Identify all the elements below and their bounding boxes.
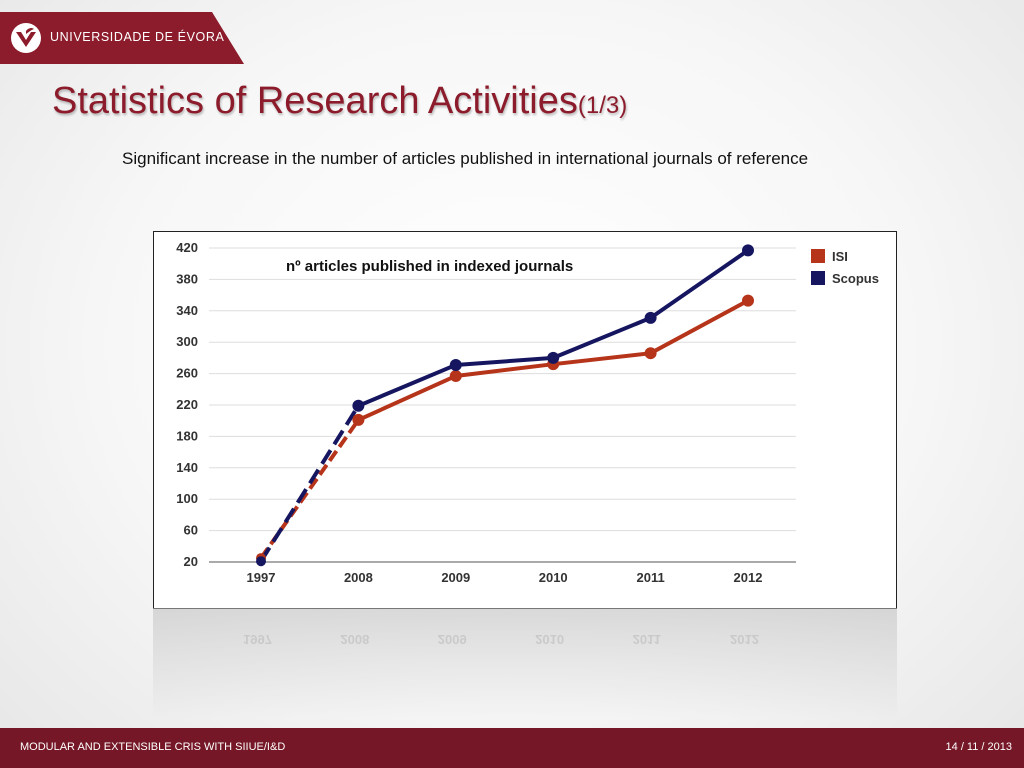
data-point-scopus	[256, 556, 266, 567]
data-point-scopus	[644, 311, 657, 324]
x-tick-label: 2008	[344, 570, 373, 585]
x-tick-label: 2012	[734, 570, 763, 585]
data-point-isi	[742, 294, 754, 307]
page-title: Statistics of Research Activities(1/3)	[52, 80, 627, 123]
page-title-text: Statistics of Research Activities	[52, 80, 578, 122]
y-tick-label: 380	[176, 271, 198, 286]
reflection-x-label: 2010	[535, 632, 565, 647]
chart-canvas: 20 60 100 140 180 220 260 300 340 380 420 1997 2008 2…	[176, 240, 879, 585]
data-point-isi	[352, 413, 365, 426]
x-tick-label: 2009	[441, 570, 470, 585]
y-tick-label: 100	[176, 491, 198, 506]
reflection-x-label: 2011	[632, 632, 661, 647]
data-point-isi	[644, 347, 657, 360]
university-emblem-icon	[11, 23, 41, 53]
y-tick-label: 260	[176, 366, 198, 381]
y-tick-label: 420	[176, 240, 198, 255]
reflection-labels: 1997 2008 2009 2010 2011 2012	[153, 632, 897, 652]
data-point-scopus	[547, 351, 560, 364]
reflection-x-label: 2012	[730, 632, 759, 647]
data-point-isi	[449, 369, 462, 382]
data-point-scopus	[352, 399, 365, 412]
x-tick-label: 2010	[539, 570, 568, 585]
x-tick-label: 1997	[247, 570, 276, 585]
data-point-scopus	[742, 244, 754, 257]
slide-subtitle: Significant increase in the number of ar…	[122, 149, 809, 168]
reflection-x-label: 2008	[340, 632, 370, 647]
footer-presentation-title: MODULAR AND EXTENSIBLE CRIS WITH SIIUE/I…	[20, 741, 286, 753]
legend-swatch-scopus	[811, 271, 825, 285]
page-title-suffix: (1/3)	[577, 92, 628, 119]
footer-bar: MODULAR AND EXTENSIBLE CRIS WITH SIIUE/I…	[0, 728, 1024, 768]
chart-title: nº articles published in indexed journal…	[286, 258, 573, 275]
data-point-scopus	[449, 358, 462, 371]
reflection-x-label: 1997	[243, 632, 272, 647]
footer-date: 14 / 11 / 2013	[945, 741, 1012, 753]
chart-reflection: 1997 2008 2009 2010 2011 2012	[153, 608, 897, 718]
reflection-x-label: 2009	[437, 632, 467, 647]
university-logo-bar: UNIVERSIDADE DE ÉVORA	[0, 12, 244, 64]
y-tick-label: 220	[176, 397, 198, 412]
institution-name: UNIVERSIDADE DE ÉVORA	[50, 30, 225, 44]
line-chart: 20 60 100 140 180 220 260 300 340 380 420 1997 2008 2…	[153, 231, 897, 609]
y-tick-label: 20	[184, 554, 198, 569]
y-tick-label: 180	[176, 428, 198, 443]
legend-label-scopus: Scopus	[832, 271, 879, 286]
x-tick-label: 2011	[636, 570, 664, 585]
legend-swatch-isi	[811, 249, 825, 263]
legend-label-isi: ISI	[832, 249, 848, 264]
y-tick-label: 340	[176, 303, 198, 318]
series-segment-dashed-scopus	[259, 404, 361, 563]
y-tick-label: 300	[176, 334, 198, 349]
y-tick-label: 60	[184, 523, 198, 538]
y-tick-label: 140	[176, 460, 198, 475]
